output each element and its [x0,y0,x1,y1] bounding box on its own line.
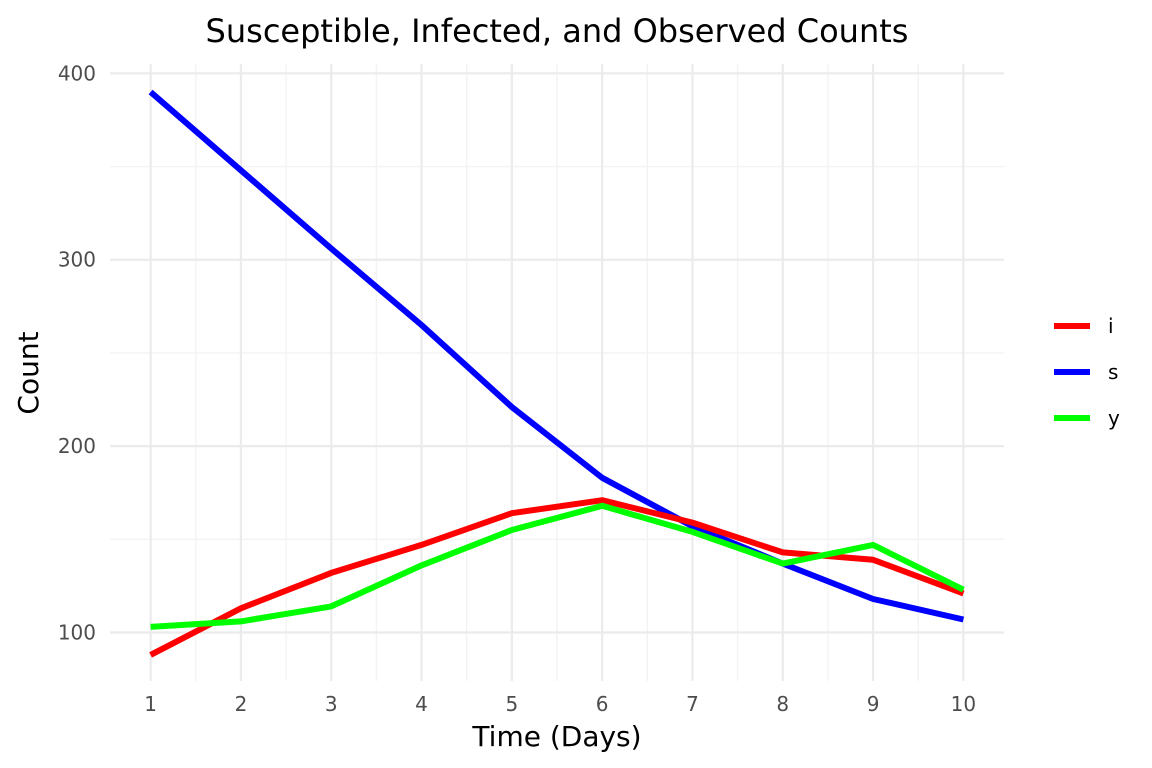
legend-label-y: y [1108,406,1120,430]
x-tick-label: 2 [235,692,248,716]
y-axis-title: Count [12,331,45,414]
x-tick-label: 4 [415,692,428,716]
x-tick-label: 3 [325,692,338,716]
y-tick-label: 100 [58,621,96,645]
x-axis-title: Time (Days) [471,720,641,753]
x-tick-label: 9 [867,692,880,716]
x-tick-label: 6 [596,692,609,716]
series-line-s [148,89,965,623]
grid [110,64,1004,681]
y-tick-label: 400 [58,61,96,85]
series-lines [148,89,965,658]
legend-label-s: s [1108,360,1118,384]
x-tick-label: 1 [144,692,157,716]
chart-title: Susceptible, Infected, and Observed Coun… [206,12,909,50]
y-tick-labels: 100 200 300 400 [58,61,96,644]
y-tick-label: 300 [58,248,96,272]
legend: isy [1054,314,1120,430]
x-tick-label: 7 [686,692,699,716]
x-tick-label: 5 [505,692,518,716]
x-tick-label: 10 [951,692,976,716]
legend-label-i: i [1108,314,1114,338]
series-line-y [150,502,965,630]
x-tick-labels: 1 2 3 4 5 6 7 8 9 10 [144,692,976,716]
x-tick-label: 8 [776,692,789,716]
y-tick-label: 200 [58,434,96,458]
